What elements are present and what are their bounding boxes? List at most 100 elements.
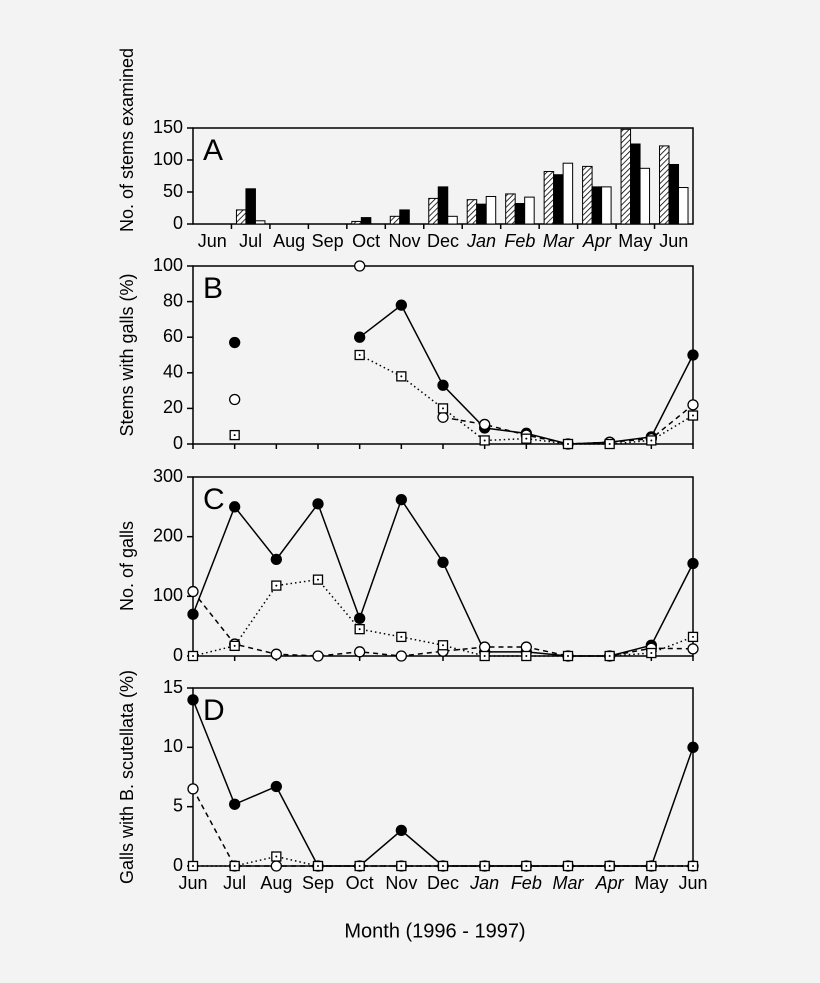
panel-letter: A xyxy=(203,134,223,167)
x-tick-label: Sep xyxy=(302,873,334,893)
marker-dot xyxy=(442,865,444,867)
bar xyxy=(668,163,680,225)
marker xyxy=(520,641,532,653)
marker xyxy=(187,783,199,795)
marker-dot xyxy=(525,437,528,440)
bar xyxy=(389,215,401,225)
marker-dot xyxy=(483,865,486,867)
series-line xyxy=(192,699,694,867)
plot-frame xyxy=(192,687,694,867)
bar xyxy=(543,171,555,225)
x-tick-label: Jul xyxy=(239,231,262,251)
bar xyxy=(630,143,641,225)
x-tick-label: Dec xyxy=(427,231,459,251)
x-tick-label: Jul xyxy=(223,873,246,893)
x-tick-label: Oct xyxy=(352,231,380,251)
bar xyxy=(553,174,564,225)
y-tick-label: 0 xyxy=(173,855,183,875)
x-tick-label: Mar xyxy=(543,231,575,251)
y-tick-label: 20 xyxy=(163,397,183,417)
marker-dot xyxy=(483,655,486,657)
marker-dot xyxy=(400,375,403,378)
marker-dot xyxy=(567,865,569,867)
marker-dot xyxy=(317,865,319,867)
bar xyxy=(360,217,372,225)
x-tick-label: Apr xyxy=(582,231,612,251)
y-tick-label: 100 xyxy=(153,149,183,169)
bar xyxy=(428,197,439,225)
marker xyxy=(187,694,199,706)
y-axis-label: No. of galls xyxy=(117,521,137,611)
bar xyxy=(639,167,651,225)
marker xyxy=(312,498,324,510)
marker xyxy=(437,411,449,423)
marker-dot xyxy=(233,865,236,867)
bar xyxy=(351,220,362,225)
marker-dot xyxy=(650,439,653,442)
marker xyxy=(229,798,241,810)
marker xyxy=(395,494,407,506)
bar xyxy=(678,187,689,225)
y-tick-label: 10 xyxy=(163,736,183,756)
x-tick-label: Nov xyxy=(389,231,421,251)
bar xyxy=(601,186,612,225)
marker xyxy=(312,650,324,662)
marker-dot xyxy=(192,655,194,657)
marker-dot xyxy=(358,628,361,631)
marker-dot xyxy=(608,655,611,657)
marker-dot xyxy=(692,414,694,417)
marker xyxy=(687,557,699,570)
marker-dot xyxy=(483,439,486,442)
y-tick-label: 300 xyxy=(153,466,183,486)
marker xyxy=(687,349,699,361)
bar xyxy=(485,195,497,225)
marker-dot xyxy=(400,865,403,867)
bar xyxy=(476,203,487,225)
marker-dot xyxy=(525,655,528,657)
marker xyxy=(395,299,407,311)
marker xyxy=(437,556,449,568)
marker xyxy=(687,741,699,753)
x-tick-label: Sep xyxy=(312,231,344,251)
series-line xyxy=(192,498,694,657)
marker-dot xyxy=(567,443,569,445)
bar xyxy=(245,188,256,225)
x-tick-label: Apr xyxy=(595,873,625,893)
x-axis-label: Month (1996 - 1997) xyxy=(344,920,525,942)
y-axis-label: Galls with B. scutellata (%) xyxy=(117,670,137,884)
marker-dot xyxy=(275,584,278,587)
x-tick-label: Nov xyxy=(385,873,417,893)
marker xyxy=(270,860,282,872)
marker-dot xyxy=(192,865,194,867)
bar xyxy=(591,186,603,225)
y-tick-label: 150 xyxy=(153,117,183,137)
x-tick-label: Aug xyxy=(260,873,292,893)
bar xyxy=(505,193,516,225)
x-tick-label: Oct xyxy=(346,873,374,893)
marker xyxy=(270,648,282,660)
series-line xyxy=(192,788,693,867)
bar xyxy=(447,215,458,225)
bar xyxy=(437,186,449,225)
y-tick-label: 60 xyxy=(163,326,183,346)
marker-dot xyxy=(233,644,236,647)
x-tick-label: Jun xyxy=(198,231,227,251)
marker xyxy=(354,331,366,343)
x-tick-label: Feb xyxy=(511,873,542,893)
series-line xyxy=(359,304,694,445)
marker-dot xyxy=(400,635,403,638)
panel-letter: C xyxy=(203,483,225,516)
x-tick-label: Feb xyxy=(504,231,535,251)
panel-letter: D xyxy=(203,694,225,727)
marker-dot xyxy=(442,644,444,647)
marker-dot xyxy=(442,407,444,410)
marker xyxy=(270,553,282,565)
bar xyxy=(524,196,535,225)
bar xyxy=(562,162,574,225)
y-tick-label: 0 xyxy=(173,433,183,453)
x-tick-label: Dec xyxy=(427,873,459,893)
marker xyxy=(479,418,491,431)
bar xyxy=(620,128,632,225)
x-tick-label: Jun xyxy=(659,231,688,251)
